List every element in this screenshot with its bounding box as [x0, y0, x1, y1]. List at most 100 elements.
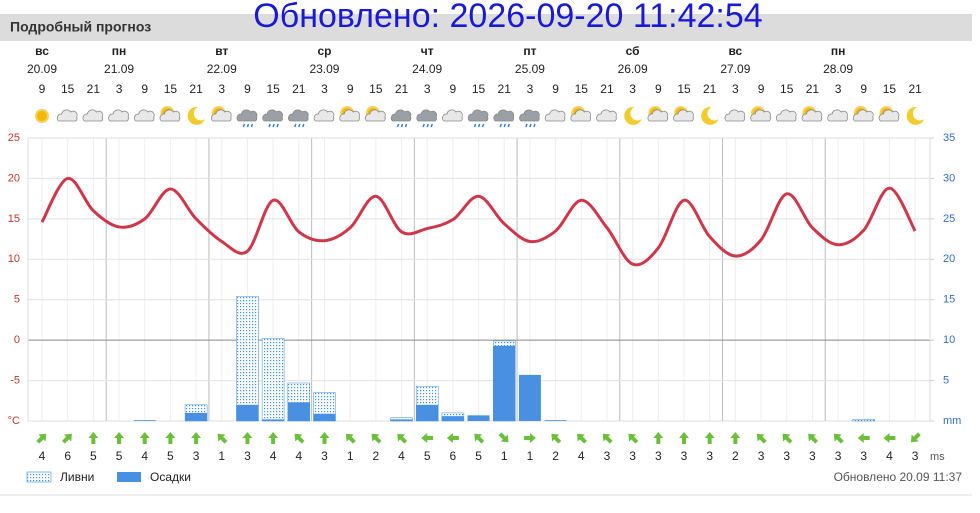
wind-arrow [833, 433, 844, 444]
weather-icon [570, 106, 592, 122]
wind-arrow [345, 433, 356, 444]
weather-icon [339, 106, 360, 122]
cloud [236, 109, 258, 122]
wind-speed: 5 [90, 449, 97, 463]
weather-icon [82, 109, 104, 122]
day-name: пн [112, 44, 127, 58]
arrow-shape [857, 433, 870, 443]
hour-label: 9 [758, 82, 765, 96]
arrow-shape [704, 432, 715, 444]
arrow-shape [268, 432, 279, 444]
precip-bar [416, 404, 439, 421]
wind-speed: 1 [218, 449, 225, 463]
arrow-shape [139, 432, 150, 444]
wind-arrow [523, 433, 536, 443]
wind-arrow [474, 433, 485, 444]
cloud [339, 109, 360, 122]
wind-speed: 1 [501, 449, 508, 463]
cloud [211, 109, 232, 122]
moon [701, 106, 719, 125]
wind-speed: 4 [295, 449, 302, 463]
precip-bar [441, 416, 464, 421]
cloud [288, 109, 309, 122]
arrow-shape [319, 432, 330, 444]
arrow-shape [191, 432, 202, 444]
wind-arrow [551, 433, 562, 444]
cloud [596, 109, 617, 122]
wind-speed: 4 [39, 449, 46, 463]
hour-label: 3 [321, 82, 328, 96]
hour-label: 21 [600, 82, 614, 96]
cloud [365, 109, 386, 122]
weather-icon [211, 106, 232, 122]
arrow-shape [474, 433, 485, 444]
hour-label: 3 [835, 82, 842, 96]
weather-icon [187, 106, 206, 125]
rain [422, 123, 433, 128]
wind-arrow [910, 432, 921, 443]
wind-arrow [268, 432, 279, 444]
weather-icon [108, 109, 129, 122]
wind-arrow [679, 432, 689, 444]
y-tick-label: 25 [8, 132, 20, 144]
updated-overlay: Обновлено: 2026-09-20 11:42:54 [253, 0, 762, 35]
wind-speed: 3 [758, 449, 765, 463]
day-date: 27.09 [720, 62, 750, 76]
wind-speed: 2 [372, 449, 379, 463]
weather-icon [493, 109, 515, 128]
weather-icon [750, 106, 771, 122]
hour-label: 15 [369, 82, 383, 96]
hour-label: 3 [732, 82, 739, 96]
wind-speed: 4 [398, 449, 405, 463]
hour-label: 15 [164, 82, 178, 96]
y2-tick-label: mm [943, 415, 961, 427]
precip-bar [544, 420, 567, 421]
cloud [442, 109, 463, 122]
hour-label: 3 [527, 82, 534, 96]
hour-label: 9 [450, 82, 457, 96]
hour-label: 21 [703, 82, 717, 96]
day-date: 28.09 [823, 62, 853, 76]
wind-arrow [191, 432, 202, 444]
rain [268, 123, 279, 128]
precip-bar [261, 338, 285, 422]
wind-speed: 2 [732, 449, 739, 463]
rain [499, 123, 510, 128]
day-name: вс [35, 44, 49, 58]
cloud [416, 109, 438, 122]
day-name: сб [626, 44, 640, 58]
rain [525, 123, 536, 128]
cloud [878, 109, 900, 122]
wind-speed: 1 [347, 449, 354, 463]
wind-speed: 2 [552, 449, 559, 463]
wind-speed: 3 [193, 449, 200, 463]
precip-bar [133, 420, 156, 421]
y2-tick-label: 15 [943, 294, 955, 306]
arrow-shape [756, 433, 767, 444]
precip-bar [390, 419, 413, 421]
precip-bar [313, 413, 336, 421]
weather-icon [596, 109, 617, 122]
wind-arrow [653, 432, 664, 444]
wind-speed: 3 [681, 449, 688, 463]
wind-speed: 3 [706, 449, 713, 463]
precip-bar [518, 374, 541, 421]
y2-tick-label: 30 [943, 172, 955, 184]
precip-bar [262, 419, 285, 421]
weather-icon [724, 109, 746, 122]
hour-label: 21 [292, 82, 306, 96]
wind-arrow [371, 433, 382, 444]
day-date: 26.09 [618, 62, 648, 76]
wind-speed: 3 [629, 449, 636, 463]
hour-label: 21 [87, 82, 101, 96]
wind-arrow [319, 432, 330, 444]
arrow-shape [883, 433, 896, 443]
wind-arrow [165, 432, 176, 444]
cloud [544, 109, 566, 122]
arrow-shape [910, 432, 921, 443]
day-date: 22.09 [207, 62, 237, 76]
arrow-shape [551, 433, 562, 444]
wind-arrow [577, 433, 587, 444]
hour-label: 15 [266, 82, 280, 96]
